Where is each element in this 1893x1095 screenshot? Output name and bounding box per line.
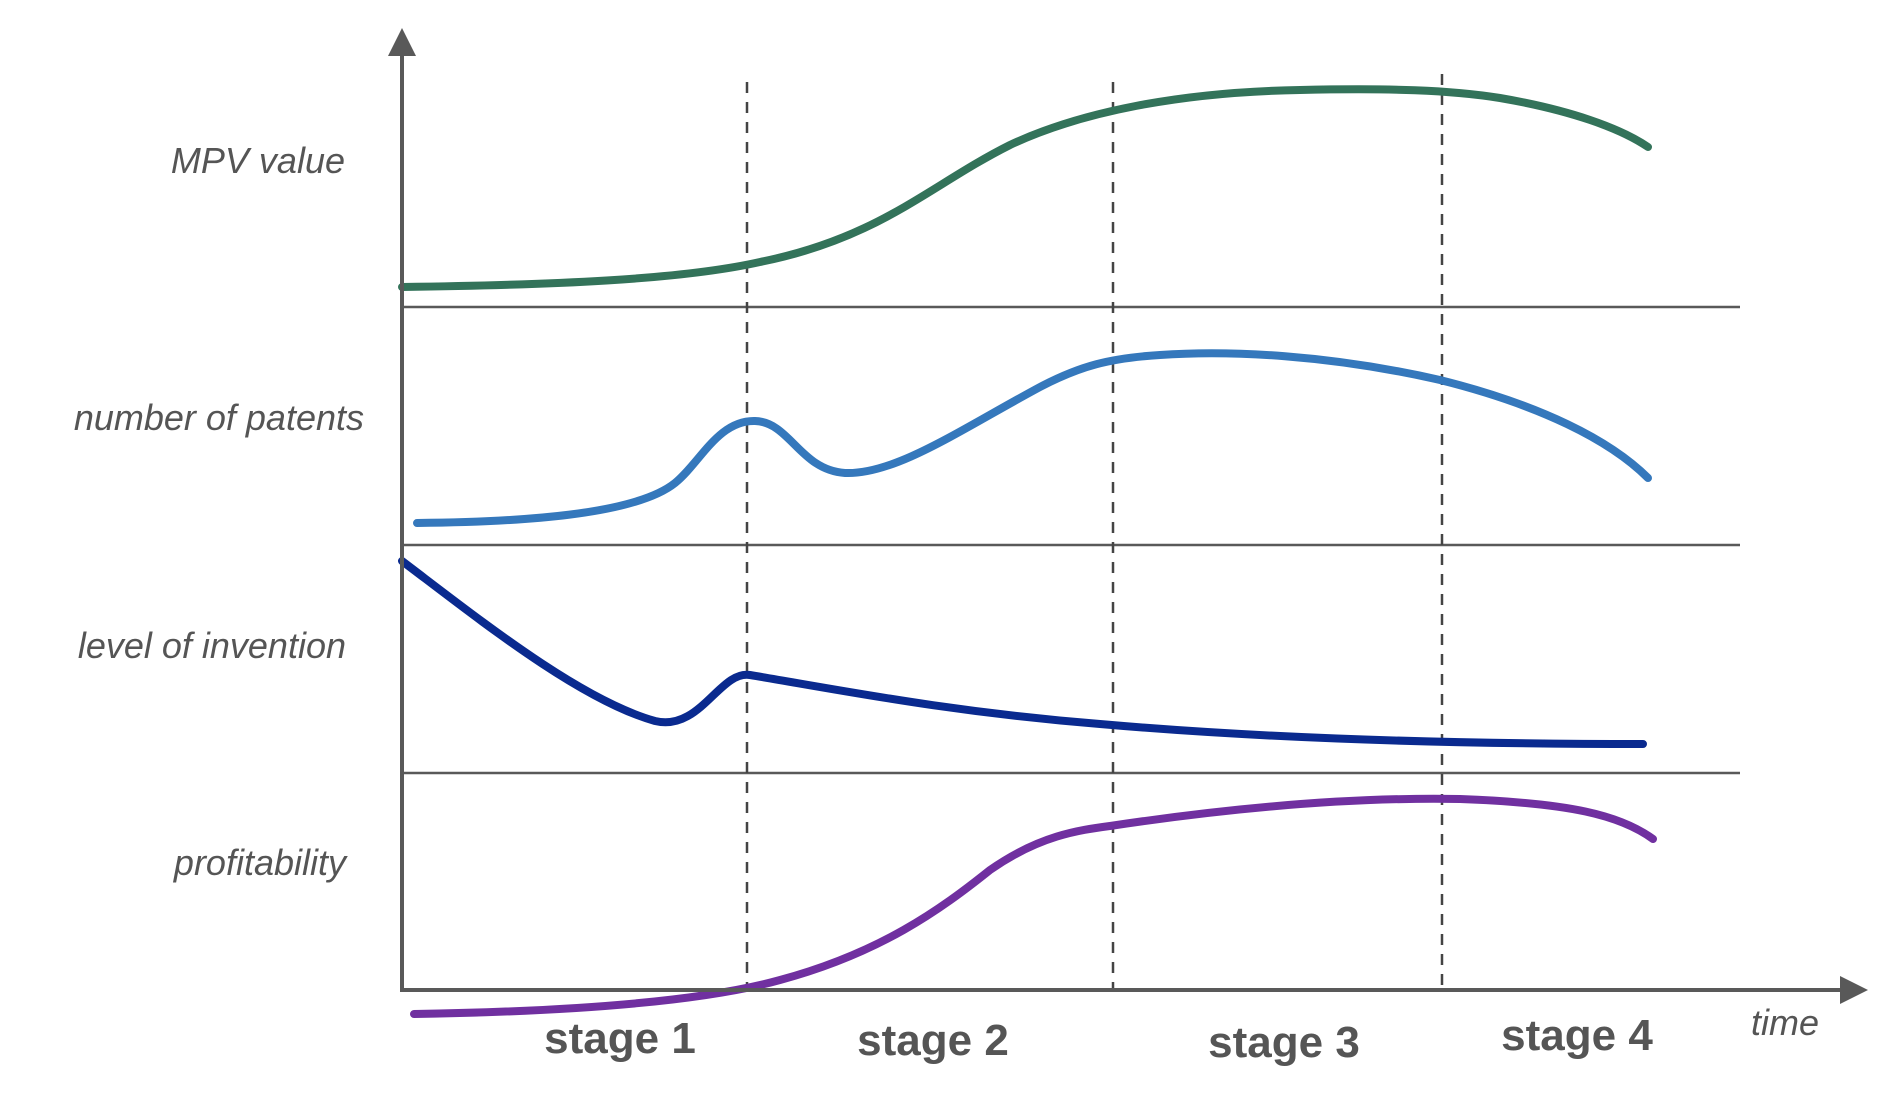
y-axis-arrowhead (388, 28, 416, 56)
stage-label-1: stage 1 (544, 1014, 696, 1063)
row-label-number-of-patents: number of patents (74, 397, 364, 438)
row-label-mpv-value: MPV value (171, 140, 345, 181)
stage-label-2: stage 2 (857, 1016, 1009, 1065)
stage-label-4: stage 4 (1501, 1011, 1653, 1060)
x-axis-arrowhead (1840, 976, 1868, 1004)
row-label-profitability: profitability (173, 842, 348, 883)
mpv-value-curve (398, 85, 1652, 291)
x-axis-label-time: time (1751, 1002, 1819, 1043)
stage-label-3: stage 3 (1208, 1018, 1360, 1067)
level-of-invention-curve (398, 557, 1647, 748)
profitability-curve (410, 794, 1657, 1018)
row-label-level-of-invention: level of invention (78, 625, 346, 666)
number-of-patents-curve (413, 349, 1652, 527)
